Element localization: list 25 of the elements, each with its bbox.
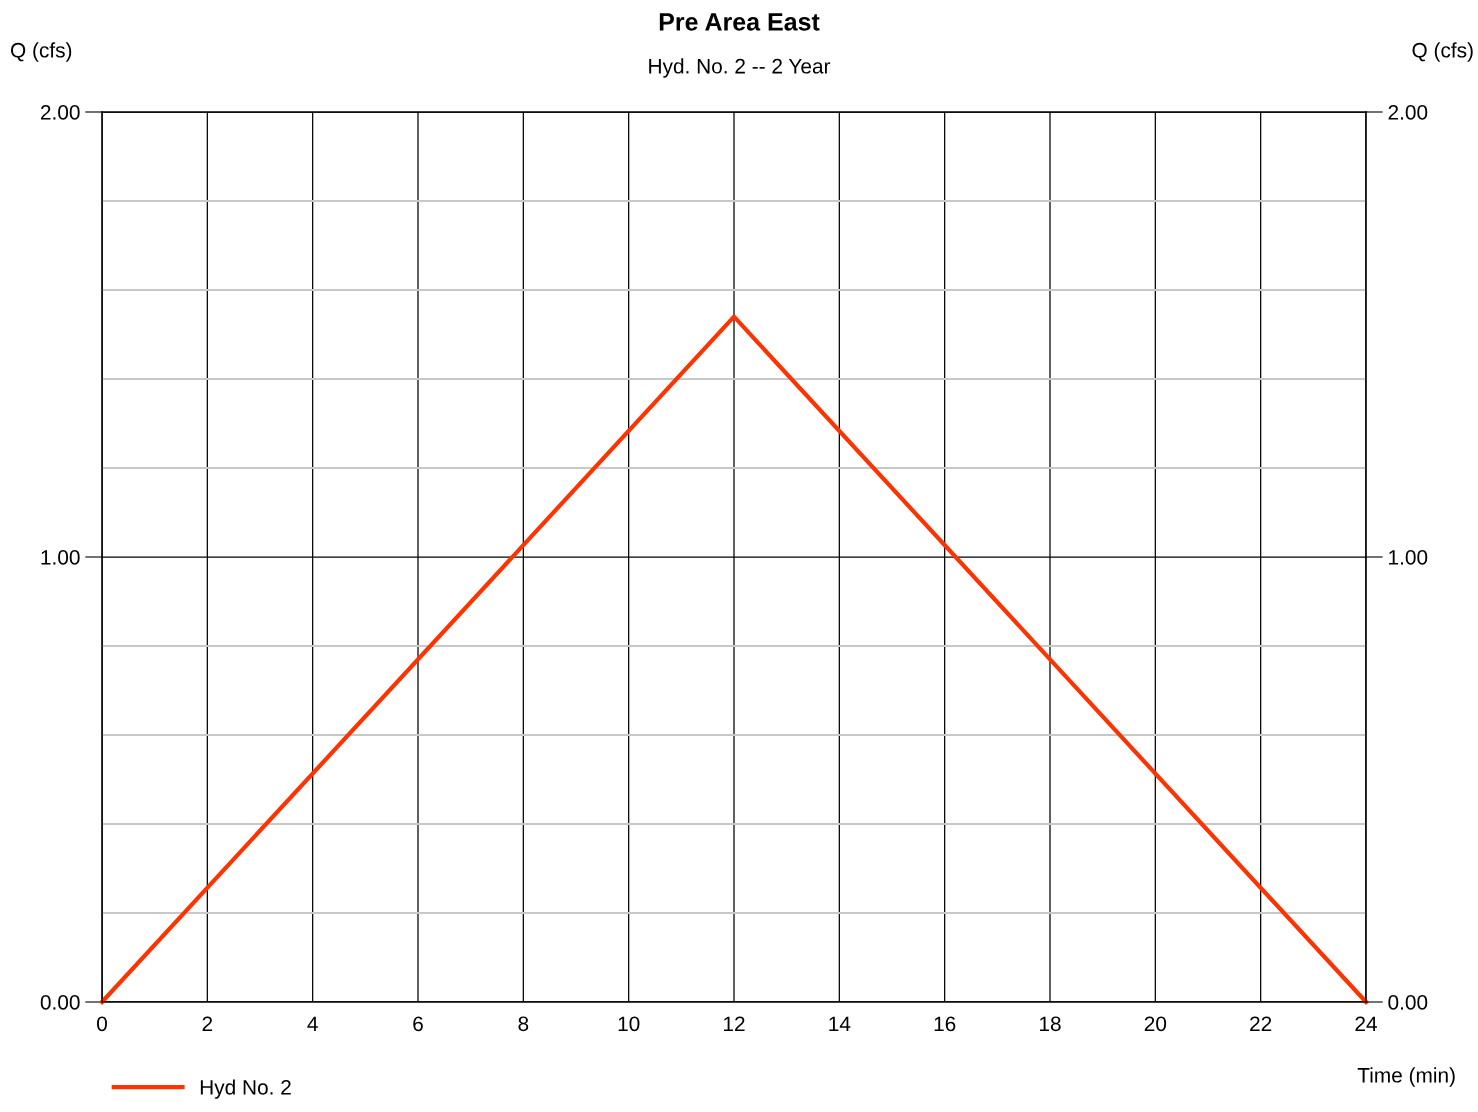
legend-label: Hyd No. 2 xyxy=(200,1079,291,1099)
x-tick-label: 10 xyxy=(618,1016,640,1032)
y2-tick-label: 0.00 xyxy=(1388,995,1428,1010)
x-tick-label: 8 xyxy=(518,1016,529,1032)
x-tick-label: 24 xyxy=(1355,1016,1377,1031)
y2-tick-label: 2.00 xyxy=(1388,105,1428,120)
y-axis-title: Q (cfs) xyxy=(10,42,72,62)
y-tick-label: 2.00 xyxy=(40,105,80,120)
x-tick-label: 16 xyxy=(934,1016,956,1032)
x-tick-label: 12 xyxy=(724,1016,745,1031)
x-tick-label: 20 xyxy=(1144,1016,1167,1032)
y-tick-label: 1.00 xyxy=(41,550,80,565)
y2-axis-title: Q (cfs) xyxy=(1412,42,1473,62)
x-tick-label: 18 xyxy=(1040,1016,1061,1032)
x-tick-label: 14 xyxy=(829,1016,851,1031)
x-axis-title: Time (min) xyxy=(1357,1067,1455,1087)
y-tick-label: 0.00 xyxy=(40,995,80,1010)
x-tick-label: 2 xyxy=(202,1016,213,1031)
x-tick-label: 6 xyxy=(413,1016,423,1032)
x-tick-label: 4 xyxy=(307,1016,318,1031)
x-tick-label: 22 xyxy=(1250,1016,1272,1031)
chart-title: Pre Area East xyxy=(659,13,820,31)
chart-subtitle: Hyd. No. 2 -- 2 Year xyxy=(649,58,831,78)
x-tick-label: 0 xyxy=(97,1016,107,1032)
y2-tick-label: 1.00 xyxy=(1389,550,1428,565)
